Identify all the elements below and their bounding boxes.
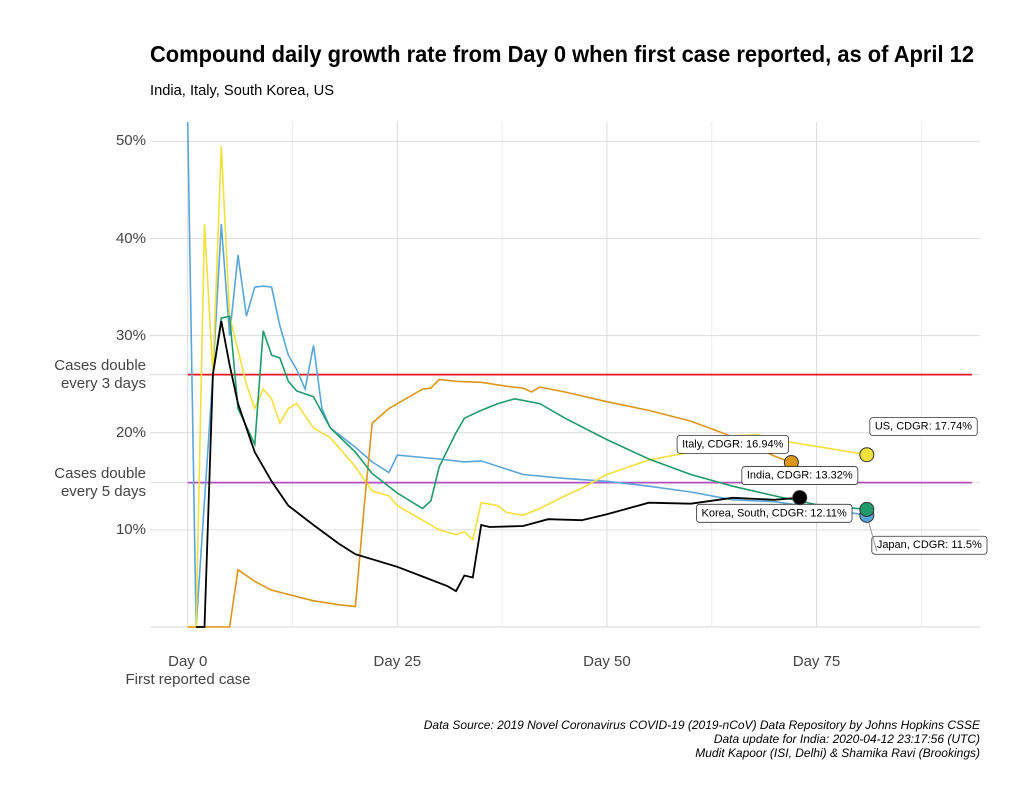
end-label-box [676,434,789,454]
x-tick-label: Day 75 [793,653,841,670]
y-tick-label: 10% [115,520,146,538]
end-label-text: Italy, CDGR: 16.94% [682,438,783,450]
y-tick-label: 20% [115,423,146,441]
source-note: Mudit Kapoor (ISI, Delhi) & Shamika Ravi… [695,746,980,760]
end-label-box [741,466,859,485]
end-point [859,447,875,463]
end-label-box [871,535,988,555]
end-label-box [696,503,853,523]
series-line [196,320,800,628]
end-label-box [869,417,978,437]
end-label: US, CDGR: 17.74% [869,417,978,437]
x-annotation: First reported case [125,671,250,688]
source-note: Data Source: 2019 Novel Coronavirus COVI… [424,718,981,732]
series-line [187,146,867,628]
end-label-text: India, CDGR: 13.32% [747,470,853,482]
end-label: Italy, CDGR: 16.94% [676,434,789,454]
end-label: India, CDGR: 13.32% [741,466,859,485]
chart-title: Compound daily growth rate from Day 0 wh… [150,41,974,67]
chart-subtitle: India, Italy, South Korea, US [150,82,334,99]
source-note: Data update for India: 2020-04-12 23:17:… [714,732,980,746]
end-label: Korea, South, CDGR: 12.11% [696,503,853,523]
end-label-text: Korea, South, CDGR: 12.11% [701,507,847,519]
end-label-text: US, CDGR: 17.74% [875,421,972,433]
y-tick-label: 30% [115,326,146,344]
end-point [792,490,808,506]
y-tick-label: Cases double every 3 days [54,356,146,392]
end-label-text: Japan, CDGR: 11.5% [877,539,982,551]
x-tick-label: Day 25 [374,653,422,670]
series-line [187,378,792,628]
x-tick-label: Day 50 [583,653,631,670]
x-tick-label: Day 0 [168,653,207,670]
end-point [859,501,875,517]
y-tick-label: 40% [115,229,146,247]
y-tick-label: 50% [115,132,146,150]
series-line [212,315,867,511]
end-label: Japan, CDGR: 11.5% [871,535,988,555]
y-tick-label: Cases double every 5 days [54,464,146,500]
